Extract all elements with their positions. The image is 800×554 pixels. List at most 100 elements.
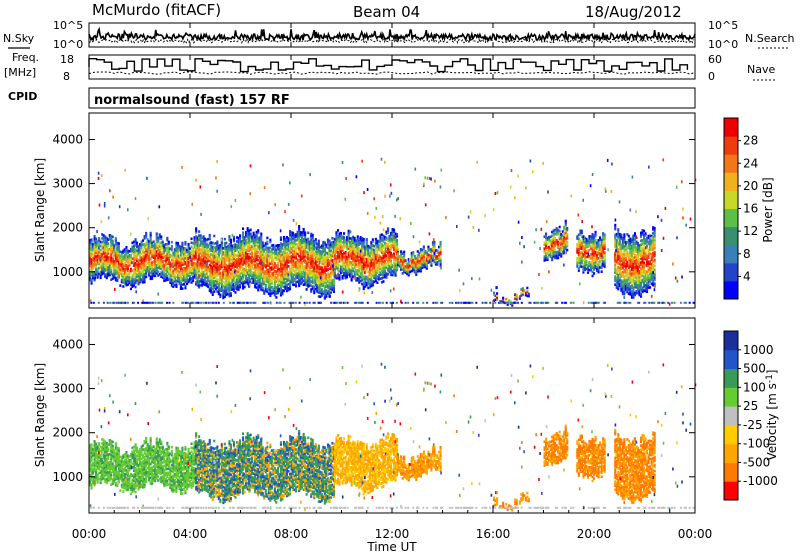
power-cell [210,265,213,268]
power-cell [152,264,155,267]
power-cell [254,258,257,261]
power-cell [236,273,239,277]
power-cell [624,244,627,248]
power-cell [583,264,586,268]
power-cell [201,258,204,261]
power-cell [196,268,199,271]
power-cell [149,243,152,247]
power-cell [163,253,166,257]
power-cell [155,268,158,271]
power-cell [114,262,117,266]
power-cell [284,241,287,245]
power-cell [376,243,379,247]
power-cell [125,277,128,281]
power-cell [193,240,196,243]
power-cell [273,293,276,297]
power-cell [602,244,605,247]
power-cell [231,256,234,260]
power-cell [394,270,397,273]
power-cell [214,265,217,269]
power-cell [228,294,231,298]
power-cell [349,270,352,274]
power-cell [356,277,359,280]
power-cell [377,273,380,277]
power-cell [254,269,257,273]
power-cell [331,241,334,244]
power-cell [328,285,331,288]
power-cell [172,253,175,257]
power-cell [267,278,270,282]
power-cell [322,280,325,284]
power-cell [310,258,313,262]
power-cell [251,235,254,239]
power-cell [304,283,307,286]
power-cell [120,268,123,272]
power-cell [266,278,269,281]
power-cell [148,254,151,257]
power-cell [307,269,310,272]
power-cell [620,263,623,266]
power-cell [355,279,358,282]
power-cell [305,268,308,271]
power-cell [409,264,412,268]
power-cell [293,235,296,239]
power-cell [205,238,208,242]
power-cell [618,248,621,252]
power-cell [207,267,210,271]
power-cell [251,263,254,266]
power-cell [325,283,328,286]
power-cell [347,253,350,257]
power-cell [319,287,322,291]
power-cell [258,276,261,279]
power-cell [353,250,356,254]
power-cell [102,242,105,245]
power-cell [362,275,365,279]
power-cell [178,276,181,280]
power-cell [359,240,362,243]
power-cell [298,225,301,228]
power-cell [376,253,379,257]
power-cell [216,270,219,273]
power-cell [129,279,132,283]
power-cell [199,264,202,267]
power-cell [178,256,181,260]
power-cell [583,260,586,264]
power-cell [276,257,279,261]
power-cell [301,231,304,234]
power-cell [202,239,205,242]
power-cell [347,235,350,239]
power-cell [236,264,239,267]
power-cell [577,257,580,260]
power-cell [281,245,284,248]
power-cell [243,281,246,285]
power-cell [270,252,273,255]
power-cell [296,236,299,240]
power-cell [590,255,593,258]
power-cell [438,251,441,255]
power-cell [313,240,316,243]
power-cell [266,240,269,244]
power-cell [439,260,442,264]
power-cell [155,258,158,261]
power-cell [264,287,267,291]
power-cell [164,243,167,246]
power-cell [387,263,390,266]
power-cell [92,247,95,250]
power-cell [307,237,310,241]
power-cell [365,238,368,241]
power-cell [152,260,155,263]
power-cell [161,276,164,279]
power-cell [119,264,122,267]
power-cell [333,245,336,249]
power-cell [361,251,364,254]
power-cell [355,277,358,280]
power-cell [132,246,135,250]
power-cell [326,290,329,293]
power-cell [155,244,158,247]
power-cell [289,255,292,259]
power-cell [585,255,588,259]
power-cell [317,241,320,245]
power-cell [184,262,187,266]
power-cell [266,274,269,277]
power-cell [379,277,382,281]
